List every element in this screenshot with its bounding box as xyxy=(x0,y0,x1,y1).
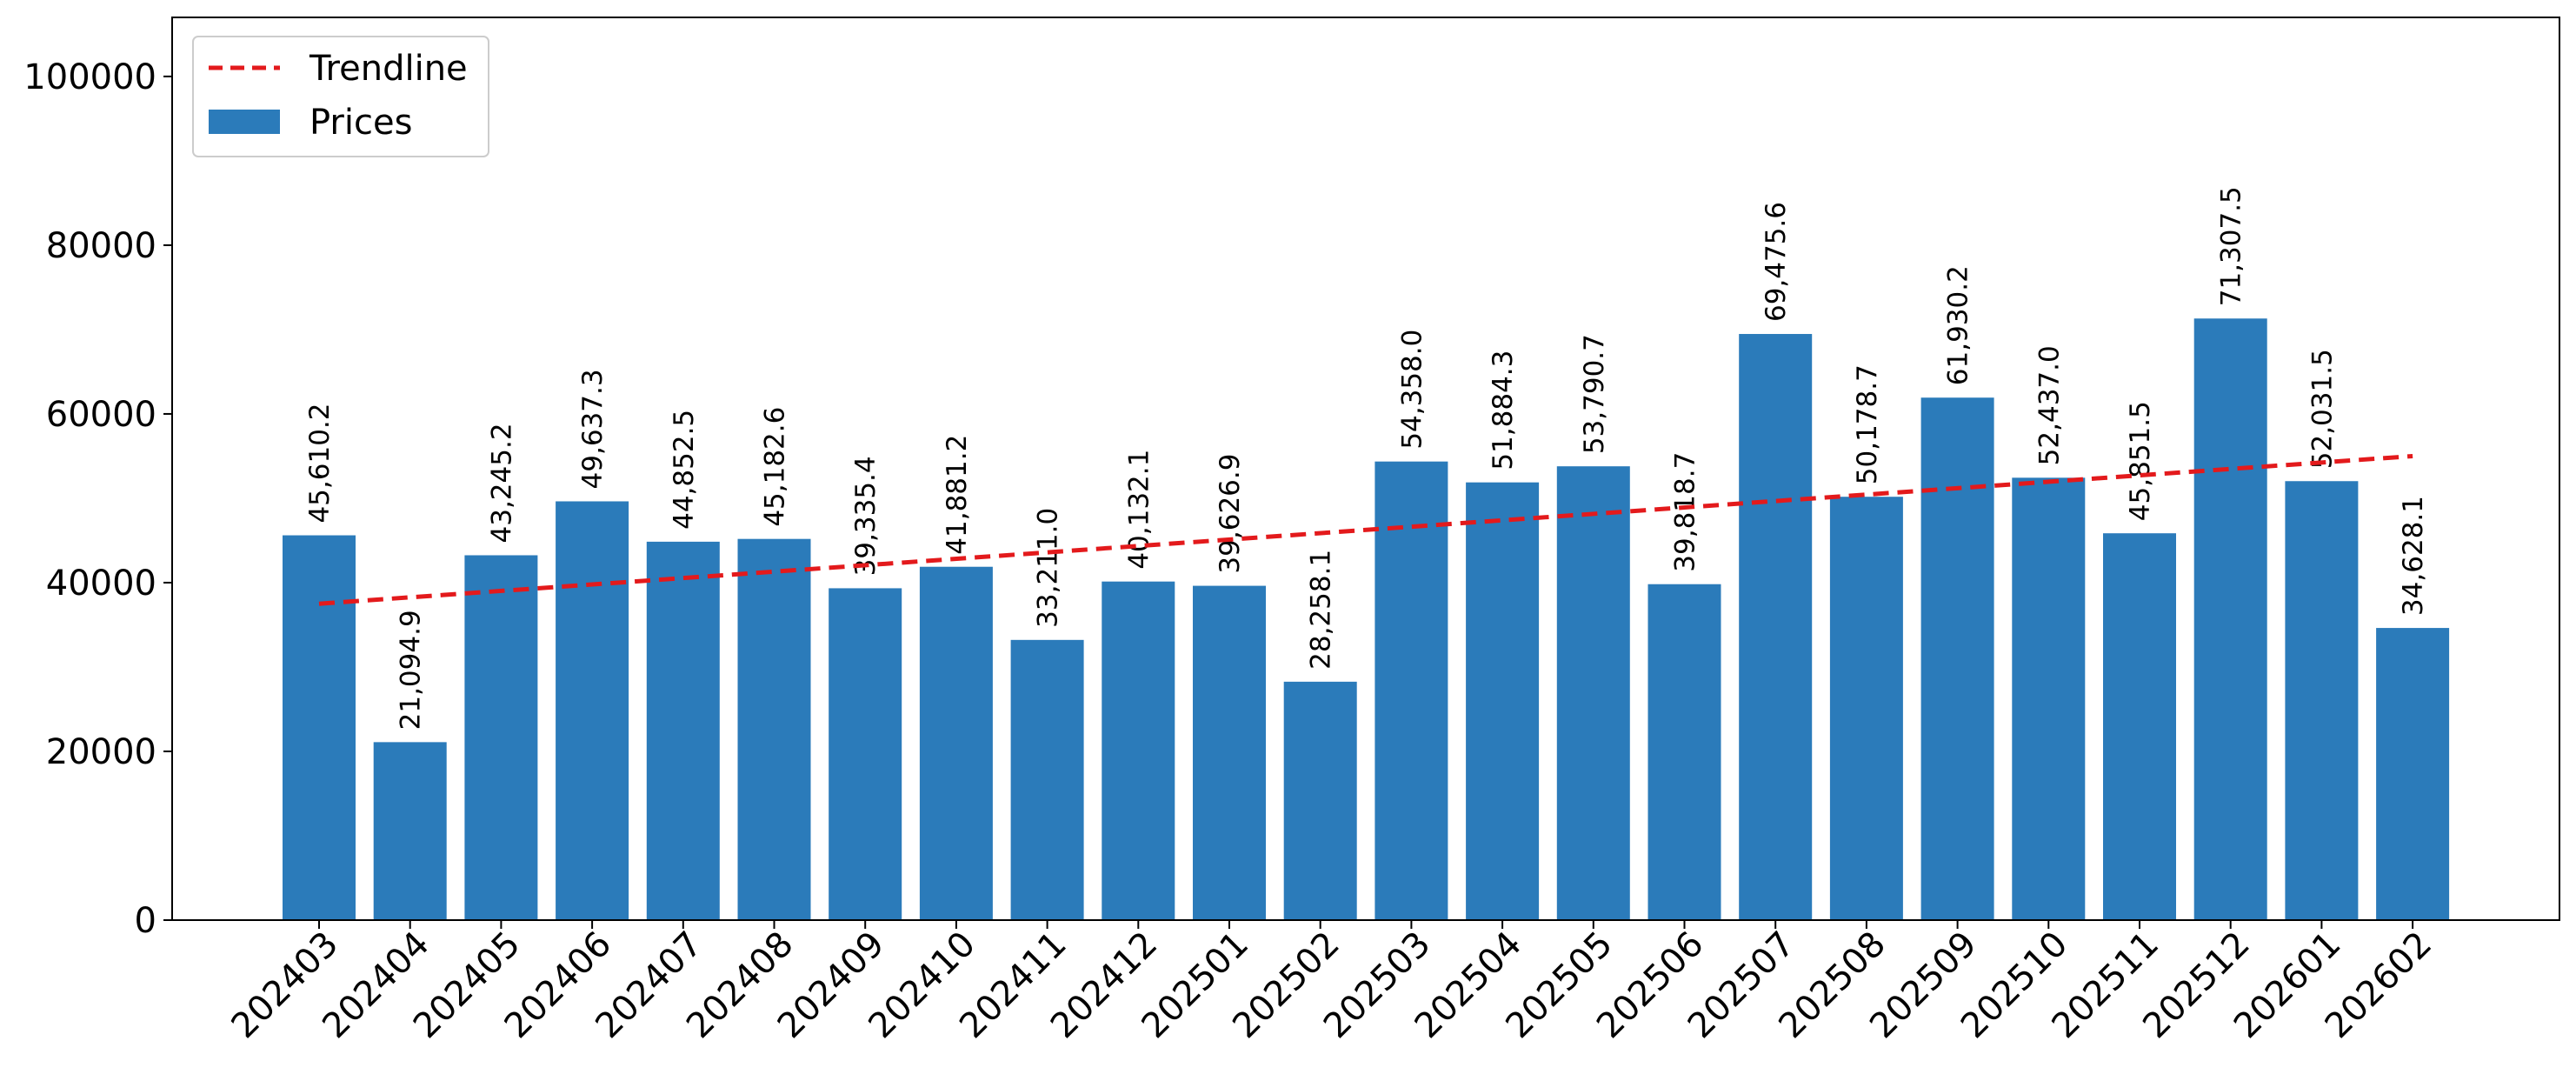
bar-202412 xyxy=(1102,581,1175,920)
bar-value-label: 28,258.1 xyxy=(1306,550,1337,670)
bar-value-label: 21,094.9 xyxy=(396,610,427,730)
bar-labels-layer: 45,610.2 21,094.9 43,245.2 49,637.3 44,852.5… xyxy=(304,186,2429,730)
bar-202509 xyxy=(1920,397,1994,920)
bar-value-label: 61,930.2 xyxy=(1943,265,1974,385)
bar-202510 xyxy=(2012,477,2086,920)
bar-202602 xyxy=(2376,628,2450,920)
bar-202503 xyxy=(1375,461,1448,920)
trendline-layer xyxy=(318,453,2413,606)
y-tick-label: 60000 xyxy=(46,395,156,435)
bar-value-label: 69,475.6 xyxy=(1761,202,1792,322)
bar-value-label: 34,628.1 xyxy=(2398,496,2429,616)
legend-prices-label: Prices xyxy=(310,103,412,143)
bar-value-label: 54,358.0 xyxy=(1396,330,1428,450)
bar-value-label: 33,211.0 xyxy=(1033,508,1064,628)
bar-value-label: 52,031.5 xyxy=(2306,349,2338,469)
bar-202501 xyxy=(1193,585,1266,920)
trendline xyxy=(318,453,2413,606)
bar-value-label: 45,851.5 xyxy=(2125,401,2156,521)
y-tick-label: 100000 xyxy=(23,57,156,97)
bar-value-label: 43,245.2 xyxy=(486,423,517,543)
legend: Trendline Prices xyxy=(192,36,489,157)
bar-202511 xyxy=(2103,533,2176,920)
bar-202508 xyxy=(1829,497,1903,920)
bar-202403 xyxy=(283,535,356,920)
bar-value-label: 49,637.3 xyxy=(577,369,609,489)
bar-value-label: 51,884.3 xyxy=(1488,350,1519,470)
bar-value-label: 53,790.7 xyxy=(1579,334,1610,454)
bar-202505 xyxy=(1556,466,1630,920)
bar-value-label: 50,178.7 xyxy=(1852,364,1883,484)
bar-value-label: 41,881.2 xyxy=(942,435,973,555)
bar-202405 xyxy=(464,555,538,920)
bar-202507 xyxy=(1739,334,1813,921)
bar-value-label: 39,818.7 xyxy=(1670,452,1701,572)
bar-value-label: 44,852.5 xyxy=(669,410,700,530)
bar-value-label: 39,335.4 xyxy=(850,456,882,576)
bar-202407 xyxy=(646,541,720,920)
y-tick-label: 80000 xyxy=(46,226,156,266)
bar-value-label: 39,626.9 xyxy=(1215,454,1246,574)
bar-202601 xyxy=(2285,481,2359,920)
plot-frame xyxy=(171,17,2560,921)
y-tick-label: 20000 xyxy=(46,732,156,772)
bar-value-label: 45,182.6 xyxy=(760,407,791,527)
bars-layer xyxy=(283,318,2450,921)
bar-value-label: 71,307.5 xyxy=(2216,186,2247,306)
legend-prices-swatch xyxy=(209,110,280,134)
bar-value-label: 52,437.0 xyxy=(2034,345,2065,465)
y-tick-label: 40000 xyxy=(46,564,156,604)
bar-202411 xyxy=(1010,639,1084,920)
y-tick-label: 0 xyxy=(135,901,156,941)
bar-value-label: 40,132.1 xyxy=(1123,450,1155,570)
bar-202406 xyxy=(556,501,629,920)
legend-trendline-label: Trendline xyxy=(309,49,468,89)
bar-202404 xyxy=(373,742,447,920)
bar-value-label: 45,610.2 xyxy=(304,403,336,523)
bar-202502 xyxy=(1283,681,1357,920)
bar-202504 xyxy=(1466,482,1540,920)
bar-202409 xyxy=(829,588,902,920)
bar-202506 xyxy=(1647,584,1721,920)
bar-202410 xyxy=(919,566,993,920)
bar-202408 xyxy=(737,538,811,920)
bar-202512 xyxy=(2193,318,2267,920)
